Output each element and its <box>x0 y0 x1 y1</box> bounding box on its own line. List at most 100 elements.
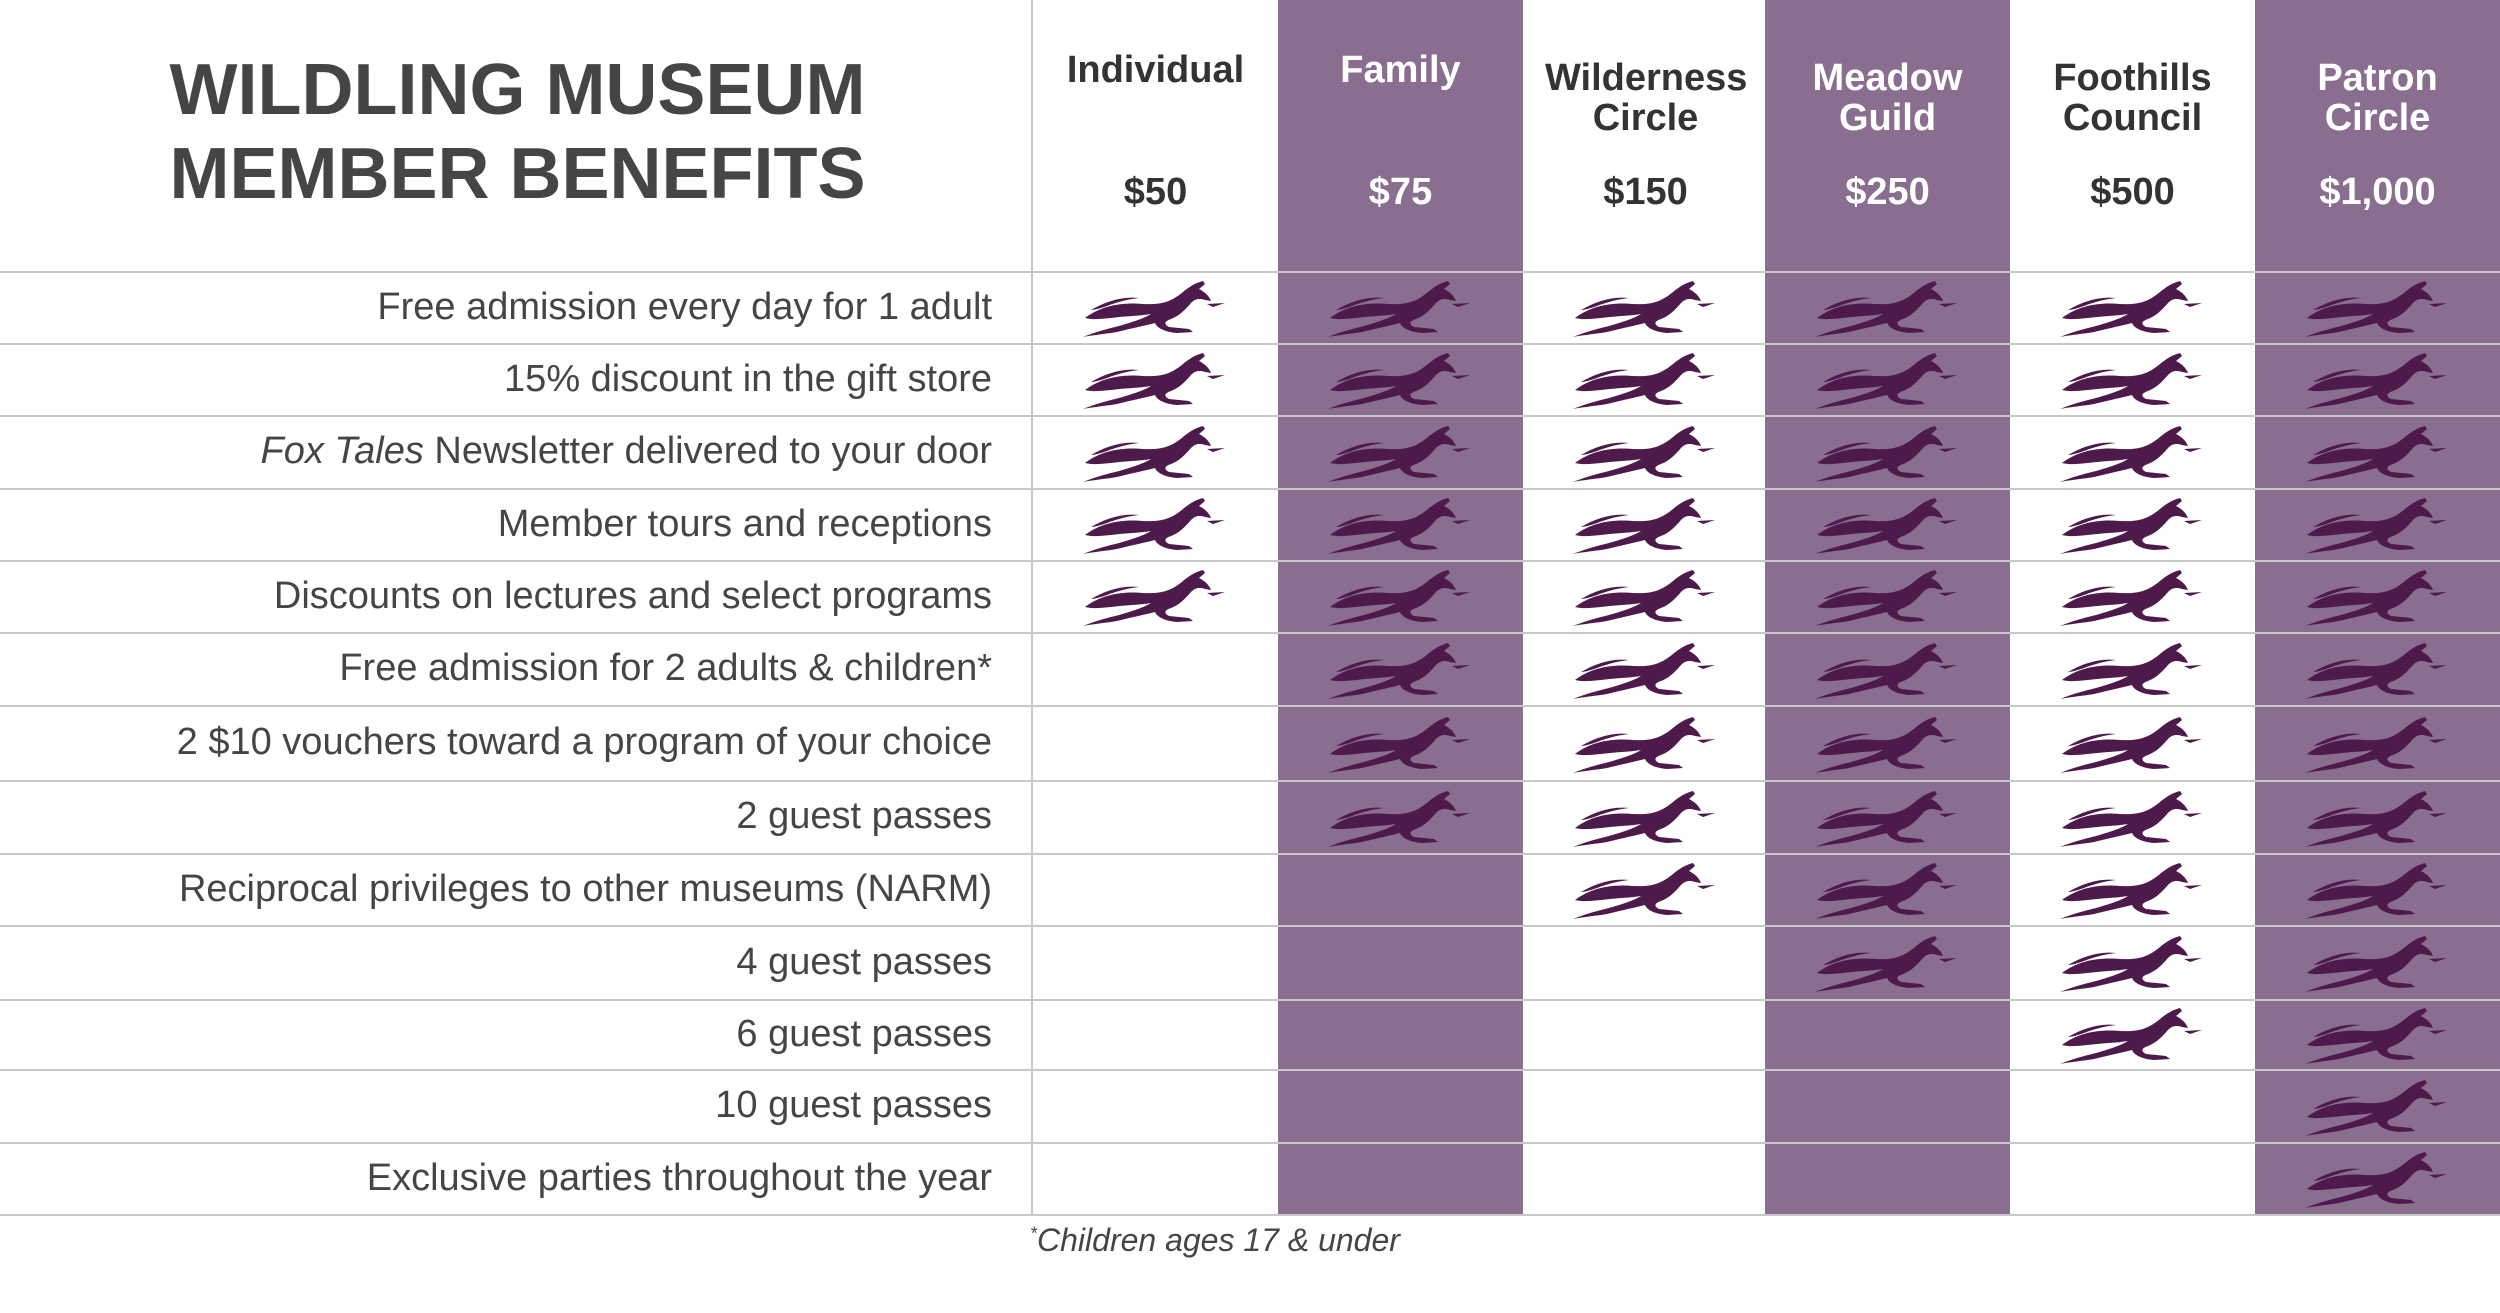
tier-price: $1,000 <box>2319 171 2436 213</box>
tier-price: $75 <box>1368 171 1433 213</box>
fox-icon <box>1571 346 1721 412</box>
tier-header: Family $75 <box>1278 0 1523 270</box>
benefit-label: 10 guest passes <box>0 1069 992 1142</box>
fox-icon <box>1813 274 1963 340</box>
benefit-label: 4 guest passes <box>0 925 992 999</box>
fox-icon <box>2303 563 2453 629</box>
fox-icon <box>1813 784 1963 850</box>
fox-icon <box>1571 274 1721 340</box>
fox-icon <box>1571 856 1721 922</box>
benefit-label: Free admission for 2 adults & children* <box>0 632 992 705</box>
fox-icon <box>2303 419 2453 485</box>
row-divider <box>0 780 2500 782</box>
title-line-2: MEMBER BENEFITS <box>169 134 866 214</box>
fox-icon <box>2058 856 2208 922</box>
fox-icon <box>2303 274 2453 340</box>
fox-icon <box>1081 419 1231 485</box>
tier-header: Foothills Council $500 <box>2010 0 2255 270</box>
row-divider <box>0 1142 2500 1144</box>
benefit-label-text: 2 $10 vouchers toward a program of your … <box>176 721 992 763</box>
fox-icon <box>2303 1073 2453 1139</box>
fox-icon <box>2058 563 2208 629</box>
title-line-1: WILDLING MUSEUM <box>169 50 866 130</box>
fox-icon <box>1813 710 1963 776</box>
benefit-label-text: Free admission every day for 1 adult <box>377 286 992 328</box>
benefit-label: Reciprocal privileges to other museums (… <box>0 853 992 925</box>
benefit-label: Exclusive parties throughout the year <box>0 1142 992 1214</box>
fox-icon <box>1571 636 1721 702</box>
benefit-label-text: 4 guest passes <box>736 941 992 983</box>
benefit-label-text: Newsletter delivered to your door <box>423 430 992 472</box>
fox-icon <box>2058 1001 2208 1067</box>
benefit-label-text: Exclusive parties throughout the year <box>366 1157 992 1199</box>
fox-icon <box>1813 636 1963 702</box>
tier-price: $250 <box>1845 171 1930 213</box>
row-divider <box>0 853 2500 855</box>
benefit-label: Discounts on lectures and select program… <box>0 560 992 632</box>
fox-icon <box>1326 274 1476 340</box>
page-title: WILDLING MUSEUM MEMBER BENEFITS <box>0 48 1035 216</box>
row-divider <box>0 999 2500 1001</box>
benefit-label-text: Free admission for 2 adults & children* <box>339 647 992 689</box>
tier-price: $50 <box>1123 171 1188 213</box>
fox-icon <box>1571 491 1721 557</box>
benefit-label: Free admission every day for 1 adult <box>0 271 992 343</box>
fox-icon <box>1813 491 1963 557</box>
footnote: *Children ages 17 & under <box>1030 1222 1400 1259</box>
fox-icon <box>1571 784 1721 850</box>
footnote-text: Children ages 17 & under <box>1037 1222 1400 1258</box>
tier-name: Family <box>1340 49 1461 91</box>
benefit-label: 2 $10 vouchers toward a program of your … <box>0 705 992 780</box>
fox-icon <box>1326 784 1476 850</box>
benefit-label-text: Reciprocal privileges to other museums (… <box>178 868 992 910</box>
fox-icon <box>2303 710 2453 776</box>
row-divider <box>0 632 2500 634</box>
tier-header: Wilderness Circle $150 <box>1523 0 1768 270</box>
tier-name: Wilderness Circle <box>1545 57 1748 139</box>
fox-icon <box>1813 856 1963 922</box>
footnote-marker: * <box>1030 1223 1038 1244</box>
benefit-label: Member tours and receptions <box>0 488 992 560</box>
benefit-label-text: Discounts on lectures and select program… <box>273 575 992 617</box>
row-divider <box>0 343 2500 345</box>
row-divider <box>0 705 2500 707</box>
tier-name: Meadow Guild <box>1812 57 1963 139</box>
benefit-label: 2 guest passes <box>0 780 992 853</box>
row-divider <box>0 271 2500 273</box>
fox-icon <box>1081 491 1231 557</box>
fox-icon <box>2058 419 2208 485</box>
label-column-divider <box>1031 0 1033 1215</box>
fox-icon <box>2303 856 2453 922</box>
fox-icon <box>2303 636 2453 702</box>
benefit-label-italic: Fox Tales <box>260 430 424 472</box>
fox-icon <box>1326 346 1476 412</box>
fox-icon <box>2303 1145 2453 1211</box>
tier-price: $150 <box>1603 171 1688 213</box>
tier-header: Patron Circle $1,000 <box>2255 0 2500 270</box>
fox-icon <box>2058 929 2208 995</box>
fox-icon <box>2303 346 2453 412</box>
benefit-label-text: 10 guest passes <box>715 1084 992 1126</box>
benefit-label-text: Member tours and receptions <box>497 503 992 545</box>
fox-icon <box>1571 710 1721 776</box>
benefit-label: 15% discount in the gift store <box>0 343 992 415</box>
fox-icon <box>1081 346 1231 412</box>
tier-price: $500 <box>2090 171 2175 213</box>
fox-icon <box>1326 491 1476 557</box>
row-divider <box>0 488 2500 490</box>
fox-icon <box>1813 419 1963 485</box>
row-divider <box>0 560 2500 562</box>
fox-icon <box>1081 563 1231 629</box>
fox-icon <box>2058 636 2208 702</box>
fox-icon <box>1326 710 1476 776</box>
tier-header: Meadow Guild $250 <box>1765 0 2010 270</box>
benefit-label-text: 2 guest passes <box>736 795 992 837</box>
fox-icon <box>1081 274 1231 340</box>
tier-name: Foothills Council <box>2053 57 2212 139</box>
fox-icon <box>1326 563 1476 629</box>
fox-icon <box>1571 563 1721 629</box>
tier-name: Patron Circle <box>2317 57 2438 139</box>
fox-icon <box>1326 419 1476 485</box>
fox-icon <box>2303 491 2453 557</box>
